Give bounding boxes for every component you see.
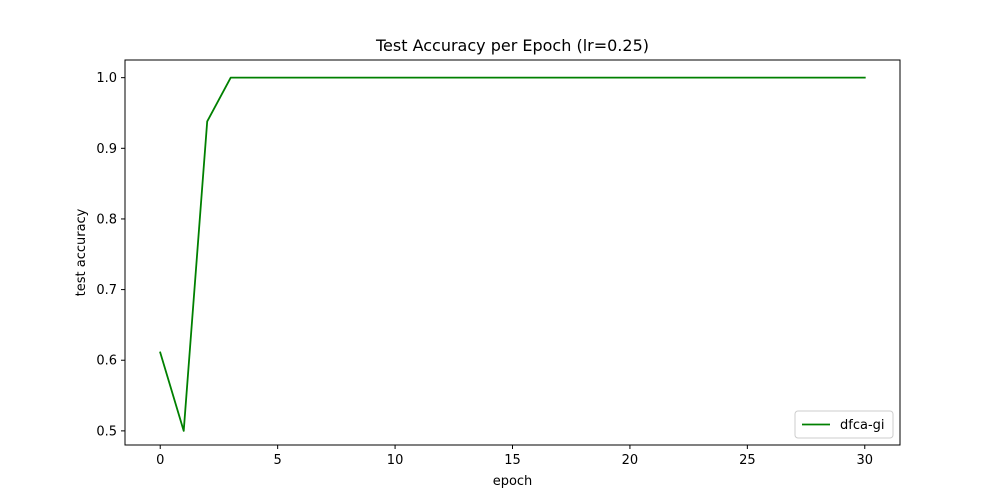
x-tick-label: 20: [622, 453, 639, 468]
x-axis-label: epoch: [493, 474, 533, 489]
y-tick-label: 0.9: [96, 142, 117, 157]
legend-box: [794, 410, 894, 439]
x-tick-label: 25: [739, 453, 756, 468]
series-lines: [159, 76, 866, 432]
legend: dfca-gi: [794, 410, 894, 439]
x-tick-label: 10: [387, 453, 404, 468]
x-tick-label: 30: [856, 453, 873, 468]
y-tick-label: 1.0: [96, 71, 117, 86]
y-tick-label: 0.8: [96, 212, 117, 227]
x-tick-label: 0: [156, 453, 164, 468]
y-tick-label: 0.7: [96, 283, 117, 298]
x-axis: 0 5 10 15 20 25 30: [156, 445, 873, 468]
x-tick-label: 5: [274, 453, 282, 468]
legend-label-0: dfca-gi: [840, 418, 885, 433]
x-tick-label: 15: [504, 453, 521, 468]
series-line-0: [159, 76, 866, 432]
y-axis: 0.5 0.6 0.7 0.8 0.9 1.0: [96, 71, 125, 439]
y-tick-label: 0.5: [96, 424, 117, 439]
y-axis-label: test accuracy: [74, 208, 89, 296]
chart-title: Test Accuracy per Epoch (lr=0.25): [375, 36, 649, 55]
y-tick-label: 0.6: [96, 354, 117, 369]
